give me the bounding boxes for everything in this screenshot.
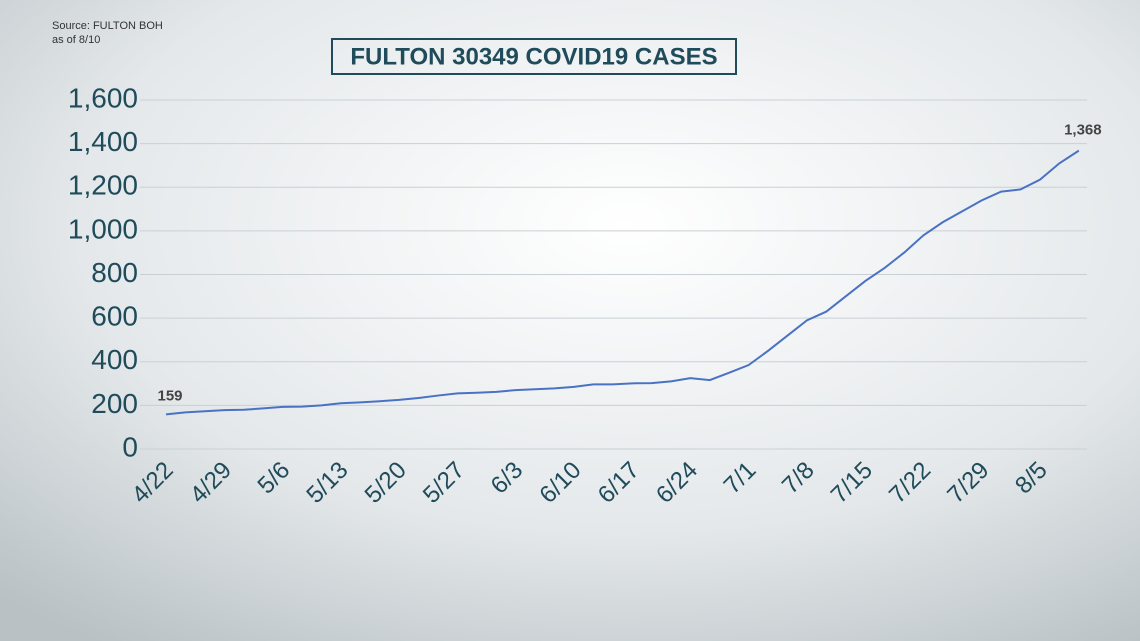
source: Source: FULTON BOH [52,20,163,32]
y-tick-label: 1,200 [68,170,138,201]
as-of: as of 8/10 [52,34,100,46]
y-tick-label: 200 [91,388,138,419]
value-label: 1,368 [1064,122,1102,139]
y-tick-label: 400 [91,344,138,375]
y-tick-label: 1,400 [68,126,138,157]
chart-title: FULTON 30349 COVID19 CASES [350,43,717,70]
y-tick-label: 1,000 [68,213,138,244]
line [165,149,1080,416]
title-box [331,38,737,75]
y-tick-label: 800 [91,257,138,288]
y-tick-label: 1,600 [68,82,138,113]
y-tick-label: 600 [91,301,138,332]
value-label: 159 [157,387,182,404]
y-tick-label: 0 [122,431,138,462]
